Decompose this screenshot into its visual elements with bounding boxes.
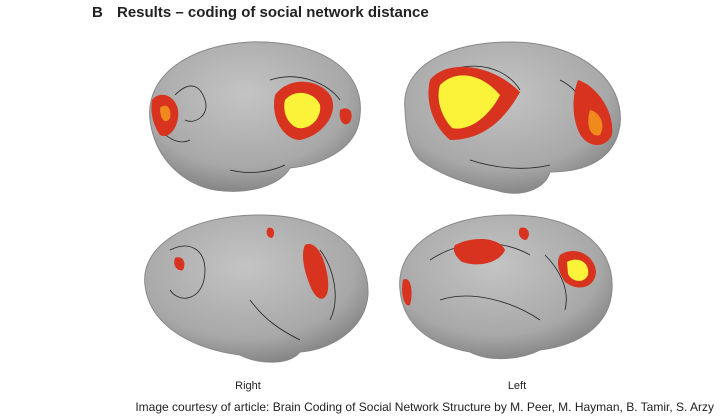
activation-blob [160, 105, 171, 122]
hemisphere-label: Right [235, 380, 261, 392]
brain-top-right [404, 41, 621, 194]
brain-surface [399, 214, 613, 360]
activation-blob [284, 92, 321, 129]
activation-blob [588, 110, 603, 136]
sulcus-outline [159, 76, 341, 173]
activation-blob [174, 257, 185, 271]
image-credit: Image courtesy of article: Brain Coding … [135, 400, 714, 414]
brain-top-left [149, 41, 361, 192]
activation-blob [402, 279, 412, 306]
activation-blob [266, 227, 275, 238]
figure-title: Results – coding of social network dista… [117, 4, 429, 21]
activation-blob [302, 244, 329, 299]
panel-label: B [92, 4, 103, 21]
activation-blob [518, 227, 529, 240]
activation-blob [438, 75, 500, 129]
activation-blob [453, 238, 505, 265]
activation-blob [339, 108, 352, 125]
hemisphere-label: Left [508, 380, 526, 392]
brain-bottom-right [399, 214, 613, 360]
sulcus-outline [169, 245, 336, 341]
activation-blob [567, 259, 589, 281]
brain-bottom-left [144, 214, 369, 363]
